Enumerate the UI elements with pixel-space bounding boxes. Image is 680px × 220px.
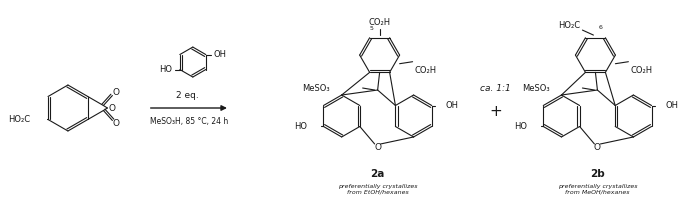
Text: HO₂C: HO₂C xyxy=(558,21,581,29)
Text: 2 eq.: 2 eq. xyxy=(176,91,199,100)
Text: MeSO₃: MeSO₃ xyxy=(522,84,549,93)
Text: OH: OH xyxy=(666,101,679,110)
Text: HO: HO xyxy=(294,122,307,131)
Text: ca. 1:1: ca. 1:1 xyxy=(480,84,511,93)
Text: +: + xyxy=(489,104,502,119)
Text: 2a: 2a xyxy=(371,169,385,179)
Text: CO₂H: CO₂H xyxy=(415,66,437,75)
Text: preferentially crystallizes
from MeOH/hexanes: preferentially crystallizes from MeOH/he… xyxy=(558,184,637,195)
Text: OH: OH xyxy=(214,50,226,59)
Text: 2b: 2b xyxy=(590,169,605,179)
Text: O: O xyxy=(594,143,601,152)
Text: 5: 5 xyxy=(370,26,373,31)
Text: HO: HO xyxy=(514,122,527,131)
Text: O: O xyxy=(374,143,381,152)
Text: CO₂H: CO₂H xyxy=(369,18,391,27)
Text: HO: HO xyxy=(159,65,172,74)
Text: HO₂C: HO₂C xyxy=(8,115,30,124)
Text: MeSO₃H, 85 °C, 24 h: MeSO₃H, 85 °C, 24 h xyxy=(150,117,228,126)
Text: MeSO₃: MeSO₃ xyxy=(302,84,330,93)
Text: preferentially crystallizes
from EtOH/hexanes: preferentially crystallizes from EtOH/he… xyxy=(338,184,418,195)
Text: 6: 6 xyxy=(598,25,602,29)
Text: O: O xyxy=(109,103,116,112)
Text: O: O xyxy=(113,119,120,128)
Text: CO₂H: CO₂H xyxy=(630,66,652,75)
Text: O: O xyxy=(113,88,120,97)
Text: OH: OH xyxy=(446,101,459,110)
